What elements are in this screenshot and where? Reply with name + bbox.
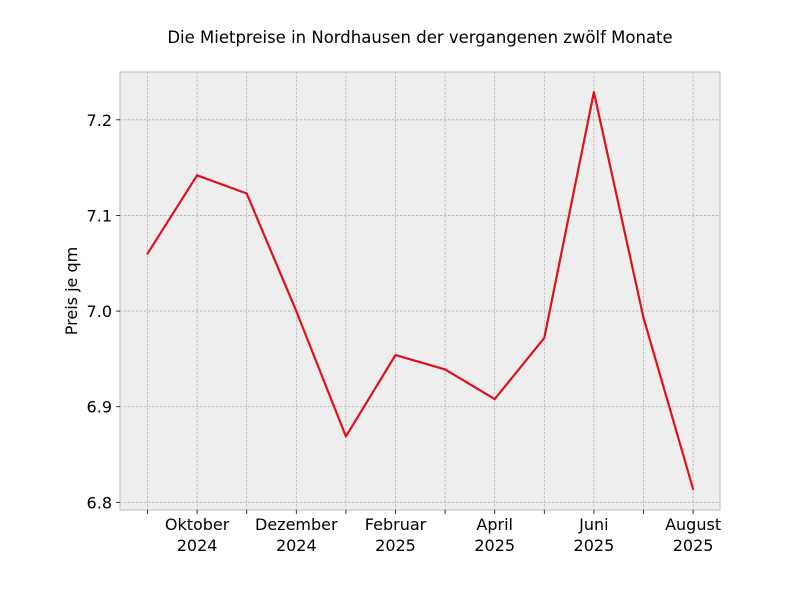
y-tick-label: 6.9 [87, 398, 112, 417]
plot-frame [119, 71, 721, 511]
plot-area [120, 72, 720, 510]
grid-lines [120, 72, 720, 510]
x-tick-label-year: 2025 [474, 536, 515, 555]
y-axis-ticks: 6.8 6.9 7.0 7.1 7.2 [87, 111, 120, 512]
y-tick-label: 7.2 [87, 111, 112, 130]
y-axis-label: Preis je qm [62, 247, 81, 335]
y-tick-label: 6.8 [87, 493, 112, 512]
series-line [146, 90, 695, 491]
x-tick-label-year: 2024 [276, 536, 317, 555]
x-tick-label-month: Dezember [255, 515, 338, 534]
x-tick-label-month: Februar [365, 515, 427, 534]
series-layer [146, 90, 695, 491]
y-tick-label: 7.1 [87, 206, 112, 225]
x-axis-ticks: Oktober 2024 Dezember 2024 Februar 2025 April 2… [147, 510, 721, 555]
x-tick-label-month: April [476, 515, 513, 534]
x-tick-label-month: Oktober [165, 515, 230, 534]
x-tick-label-month: August [665, 515, 721, 534]
x-tick-label-year: 2025 [574, 536, 615, 555]
x-tick-label-year: 2025 [375, 536, 416, 555]
x-tick-label-month: Juni [578, 515, 608, 534]
y-tick-label: 7.0 [87, 302, 112, 321]
chart-title: Die Mietpreise in Nordhausen der vergang… [167, 28, 672, 47]
x-tick-label-year: 2025 [673, 536, 714, 555]
x-tick-label-year: 2024 [177, 536, 218, 555]
